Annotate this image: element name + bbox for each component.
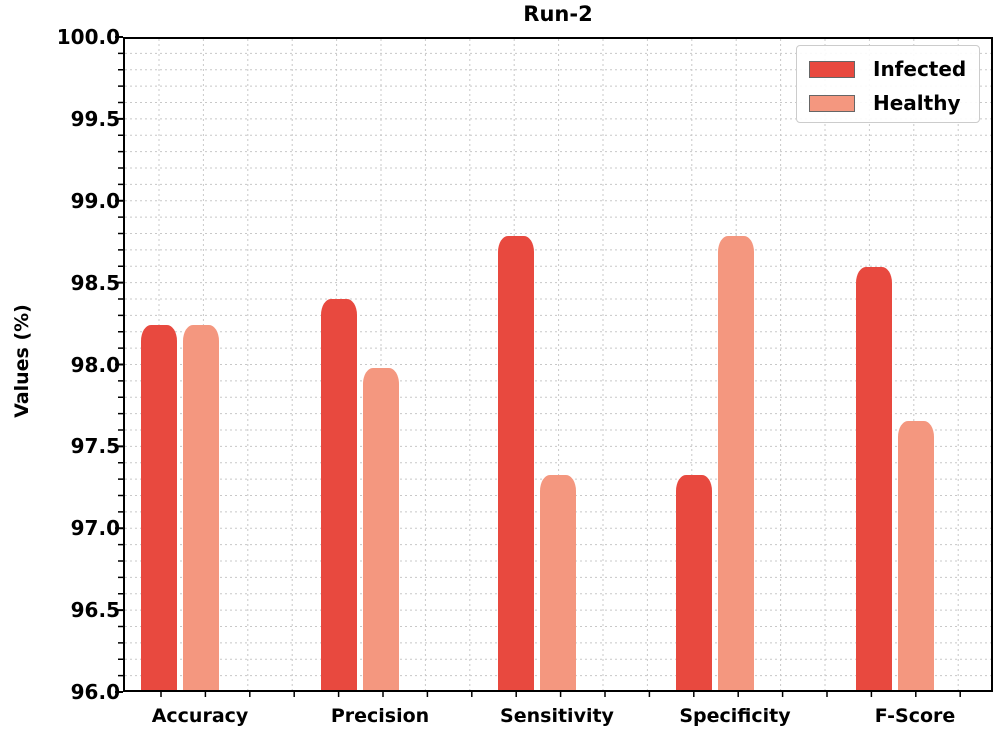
y-tick-label: 99.5 (70, 106, 120, 131)
x-tick-label: Sensitivity (500, 705, 614, 727)
y-tick-label: 96.5 (70, 598, 120, 623)
x-tick-label: Accuracy (151, 705, 249, 727)
legend-label: Healthy (873, 91, 961, 115)
legend-item-infected: Infected (809, 57, 966, 81)
y-tick-label: 98.5 (70, 270, 120, 295)
y-tick-label: 100.0 (56, 25, 120, 49)
y-tick-label: 99.0 (70, 188, 120, 213)
bar-infected-sensitivity (498, 235, 534, 690)
bar-infected-f-score (856, 266, 892, 690)
y-tick-label: 98.0 (70, 352, 120, 377)
legend-item-healthy: Healthy (809, 91, 961, 115)
infected-swatch-icon (809, 60, 855, 78)
y-tick-label: 96.0 (70, 680, 120, 704)
bar-healthy-f-score (898, 421, 934, 690)
bar-healthy-specificity (718, 235, 754, 690)
y-axis-label: Values (%) (11, 304, 33, 418)
bar-healthy-sensitivity (540, 475, 576, 690)
legend-label: Infected (873, 57, 967, 81)
plot-area (123, 37, 993, 692)
chart-title: Run-2 (523, 2, 593, 26)
y-tick-label: 97.5 (70, 434, 120, 459)
bar-healthy-accuracy (183, 325, 219, 690)
legend: Infected Healthy (796, 45, 980, 123)
healthy-swatch-icon (809, 94, 855, 112)
bar-infected-specificity (676, 475, 712, 690)
bar-healthy-precision (363, 367, 399, 690)
x-tick-label: F-Score (874, 705, 956, 727)
bar-infected-precision (321, 299, 357, 690)
x-tick-label: Precision (330, 705, 430, 727)
x-tick-label: Specificity (679, 705, 791, 727)
bar-infected-accuracy (141, 325, 177, 690)
y-tick-label: 97.0 (70, 516, 120, 541)
